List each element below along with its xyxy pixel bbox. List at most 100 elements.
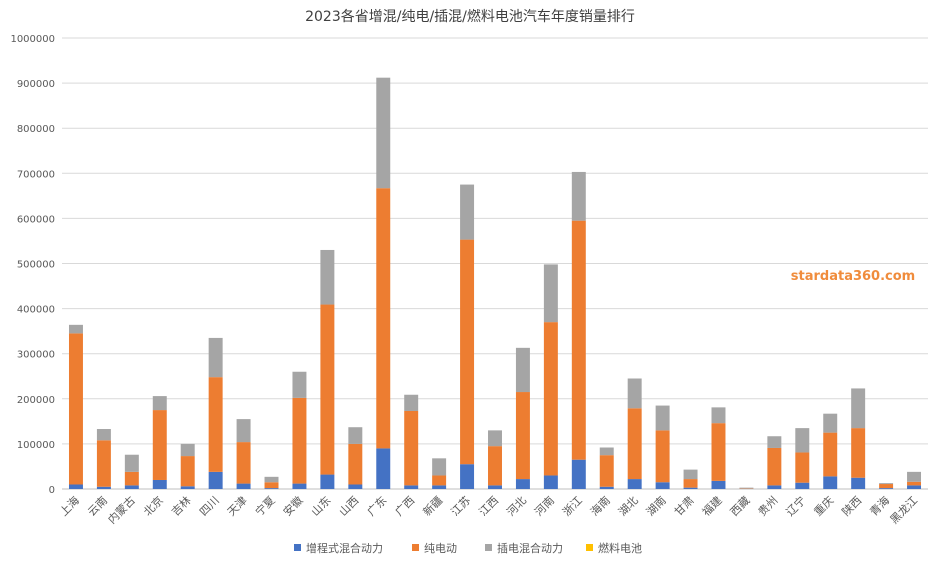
bar-segment <box>767 436 782 448</box>
bar-segment <box>376 448 391 489</box>
y-tick-label: 900000 <box>17 79 55 90</box>
x-tick-label: 海南 <box>587 493 612 518</box>
bar-segment <box>655 482 670 489</box>
bar-segment <box>208 471 223 489</box>
bar-segment <box>488 430 502 447</box>
x-tick-label: 上海 <box>57 493 82 518</box>
bar-segment <box>739 487 754 489</box>
bar-segment <box>320 304 335 475</box>
bar-segment <box>599 447 614 456</box>
bar-segment <box>515 347 530 393</box>
bar-segment <box>292 397 307 484</box>
bar-segment <box>180 443 195 457</box>
bar-segment <box>124 454 139 472</box>
y-tick-label: 400000 <box>17 305 55 316</box>
bar-segment <box>907 481 922 486</box>
bar-segment <box>543 322 558 476</box>
x-tick-label: 江西 <box>476 494 501 519</box>
bar-segment <box>348 427 363 444</box>
x-tick-label: 广东 <box>365 494 390 519</box>
x-tick-label: 河南 <box>532 494 557 519</box>
bar-segment <box>180 486 195 489</box>
x-tick-label: 河北 <box>504 494 529 519</box>
bar-segment <box>68 484 83 489</box>
x-tick-label: 山西 <box>337 494 362 519</box>
bar-segment <box>236 419 251 443</box>
bar-segment <box>571 171 586 221</box>
bar-segment <box>404 394 419 411</box>
bar-segment <box>683 479 698 488</box>
x-tick-label: 新疆 <box>420 493 445 518</box>
bar-segment <box>432 485 447 489</box>
legend: 增程式混合动力 纯电动 插电混合动力 燃料电池 <box>294 541 642 555</box>
x-tick-label: 天津 <box>225 494 250 519</box>
bar-segment <box>879 484 894 489</box>
bar-segment <box>543 475 558 489</box>
bar-segment <box>543 264 558 323</box>
bar-segment <box>879 488 894 489</box>
bar-segment <box>655 405 670 431</box>
legend-swatch <box>412 544 419 551</box>
bar-segment <box>236 442 251 484</box>
bar-segment <box>851 388 866 429</box>
bar-segment <box>264 476 279 483</box>
bar-segment <box>404 485 419 489</box>
bar-segment <box>124 485 139 489</box>
x-tick-label: 辽宁 <box>783 493 808 518</box>
bar-segment <box>292 371 307 398</box>
bar-segment <box>795 482 810 489</box>
watermark: stardata360.com <box>791 269 915 284</box>
bar-segment <box>907 471 922 482</box>
x-tick-label: 北京 <box>140 493 165 518</box>
bar-segment <box>264 488 279 489</box>
bar-segment <box>711 480 726 489</box>
bar-segment <box>795 428 810 453</box>
bar-segment <box>851 477 866 489</box>
bar-segment <box>460 239 475 465</box>
bar-segment <box>823 413 838 433</box>
bar-segment <box>767 447 782 486</box>
bar-segment <box>683 469 698 480</box>
bar-segment <box>236 483 251 489</box>
bar-segment <box>124 471 139 486</box>
x-tick-label: 安徽 <box>280 493 305 518</box>
legend-label: 插电混合动力 <box>497 541 563 555</box>
bar-segment <box>627 378 642 409</box>
x-tick-label: 山东 <box>309 494 334 519</box>
x-tick-label: 青海 <box>867 493 892 518</box>
x-tick-label: 广西 <box>393 494 418 519</box>
bar-segment <box>208 377 223 472</box>
bar-segment <box>599 455 614 487</box>
y-tick-label: 600000 <box>17 214 55 225</box>
legend-swatch <box>294 544 301 551</box>
legend-label: 纯电动 <box>424 542 457 555</box>
bar-segment <box>68 324 83 334</box>
bar-segment <box>320 474 335 489</box>
y-tick-label: 100000 <box>17 440 55 451</box>
x-tick-label: 甘肃 <box>672 494 697 519</box>
bar-segment <box>432 458 447 476</box>
x-axis: 上海 云南内蒙古 北京 吉林 四川 天津 宁夏 安徽 山东 山西 广东 广西 新疆 江苏 江西 河北 河南 浙江海… <box>57 493 921 526</box>
bar-segment <box>823 476 838 489</box>
bar-segment <box>320 249 335 305</box>
bar-segment <box>515 479 530 489</box>
bar-segment <box>376 188 391 449</box>
bar-segment <box>515 392 530 480</box>
y-axis: 0 100000 200000 300000 400000 500000 600000 700… <box>10 34 55 496</box>
x-tick-label: 福建 <box>699 493 724 518</box>
bar-segment <box>711 407 726 424</box>
bar-segment <box>571 459 586 489</box>
bar-segment <box>96 429 111 441</box>
bar-segment <box>152 396 167 411</box>
y-tick-label: 700000 <box>17 169 55 180</box>
bar-segment <box>96 486 111 489</box>
bar-segment <box>432 475 447 486</box>
bar-segment <box>627 408 642 480</box>
bar-segment <box>655 430 670 483</box>
x-tick-label: 内蒙古 <box>105 493 138 526</box>
bars <box>68 77 922 489</box>
x-tick-label: 贵州 <box>756 494 781 519</box>
bar-segment <box>795 452 810 483</box>
bar-segment <box>767 485 782 489</box>
